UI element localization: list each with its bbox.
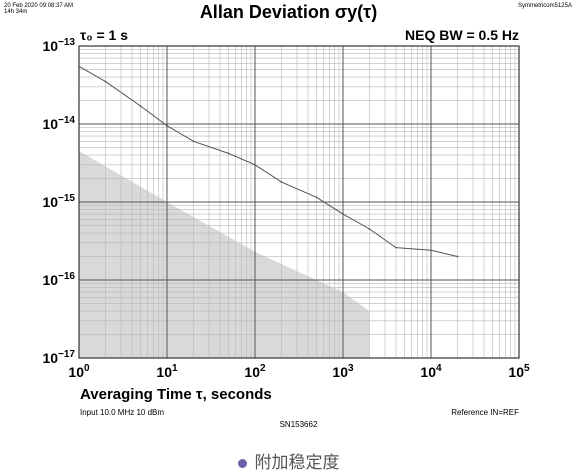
y-tick-label-exponent: −17: [58, 349, 75, 360]
y-tick-label-mantissa: 10: [42, 350, 58, 366]
y-tick-label: 10−14: [42, 115, 75, 132]
y-tick-label: 10−15: [42, 193, 75, 210]
tau0-label: τ₀ = 1 s: [80, 27, 128, 43]
data-point: [280, 181, 283, 183]
y-tick-label: 10−16: [42, 271, 75, 288]
y-tick-label-mantissa: 10: [42, 116, 58, 132]
reference-info: Reference IN=REF: [451, 408, 519, 417]
x-tick-label-exponent: 3: [348, 363, 354, 374]
x-tick-label: 105: [508, 363, 530, 380]
x-tick-label-mantissa: 10: [156, 364, 172, 380]
data-point: [227, 152, 230, 155]
data-point: [456, 255, 459, 258]
bullet-dot: [237, 458, 247, 468]
x-tick-label: 102: [244, 363, 266, 380]
serial-number: SN153662: [279, 420, 318, 429]
figure-caption-text: 附加稳定度: [254, 453, 340, 473]
data-point: [342, 213, 344, 215]
x-axis-label: Averaging Time τ, seconds: [80, 386, 272, 403]
instrument-name: Symmetricom5125A: [517, 3, 572, 9]
figure-caption: 附加稳定度: [0, 448, 577, 473]
x-tick-label-mantissa: 10: [420, 364, 436, 380]
data-point: [315, 196, 318, 199]
y-tick-label-exponent: −14: [58, 115, 75, 126]
y-tick-label-exponent: −15: [58, 193, 75, 204]
x-tick-label-exponent: 1: [172, 363, 178, 374]
chart-title: Allan Deviation σy(τ): [199, 2, 378, 22]
data-point: [395, 246, 397, 249]
y-tick-label-mantissa: 10: [42, 38, 58, 54]
y-tick-label-mantissa: 10: [42, 194, 58, 210]
data-point: [192, 140, 195, 143]
x-tick-label-exponent: 5: [524, 363, 530, 374]
input-info: Input 10.0 MHz 10 dBm: [80, 408, 165, 417]
x-tick-label-mantissa: 10: [508, 364, 524, 380]
data-point: [254, 163, 256, 166]
x-tick-label: 103: [332, 363, 354, 380]
x-tick-label-mantissa: 10: [68, 364, 84, 380]
y-tick-label-mantissa: 10: [42, 272, 58, 288]
x-tick-label: 100: [68, 363, 90, 380]
x-tick-label: 104: [420, 363, 442, 380]
y-tick-label: 10−17: [42, 349, 75, 366]
data-point: [430, 249, 432, 252]
noise-floor-region: [79, 151, 370, 358]
datetime-line1: 20 Feb 2020 09:08:37 AM: [4, 3, 74, 9]
x-tick-label-exponent: 0: [84, 363, 90, 374]
x-tick-label-mantissa: 10: [244, 364, 260, 380]
x-tick-label: 101: [156, 363, 178, 380]
y-tick-label-exponent: −16: [58, 271, 75, 282]
series-line-0: [78, 65, 458, 257]
data-point: [104, 80, 107, 83]
neq-bw-label: NEQ BW = 0.5 Hz: [405, 27, 519, 43]
data-point: [166, 124, 168, 127]
plot-frame: [78, 45, 520, 359]
x-tick-label-exponent: 4: [436, 363, 442, 374]
x-tick-label-mantissa: 10: [332, 364, 348, 380]
data-point: [368, 228, 371, 230]
data-point: [78, 65, 80, 68]
data-point: [139, 105, 142, 107]
y-tick-label-exponent: −13: [58, 37, 75, 48]
x-tick-label-exponent: 2: [260, 363, 266, 374]
datetime-line2: 14h 34m: [4, 9, 28, 15]
y-tick-label: 10−13: [42, 37, 75, 54]
